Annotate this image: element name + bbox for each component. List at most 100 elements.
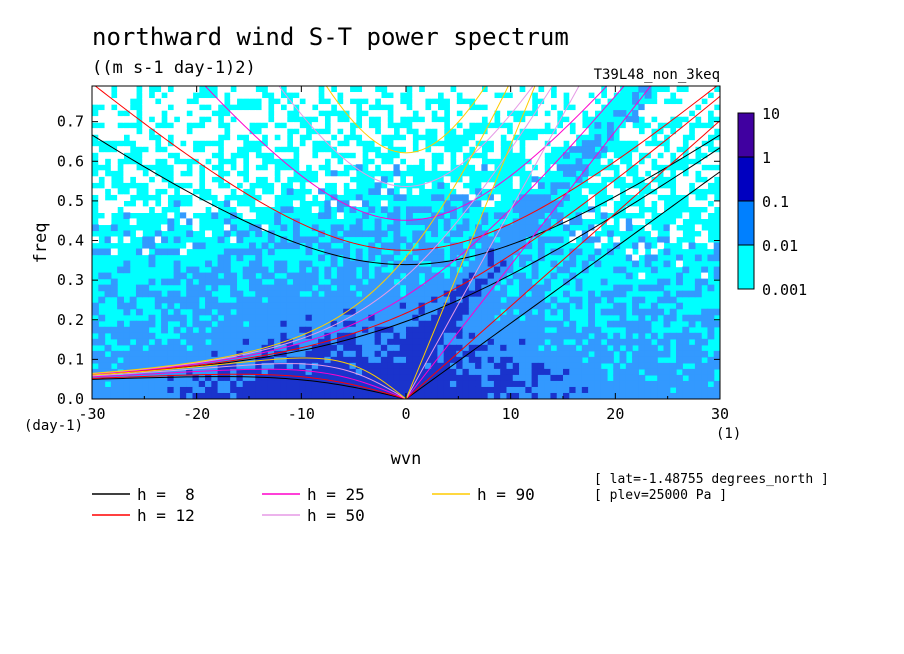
field-cell xyxy=(211,134,219,141)
field-cell xyxy=(173,350,181,358)
field-cell xyxy=(701,278,709,286)
field-cell xyxy=(318,386,325,394)
field-cell xyxy=(550,188,558,195)
field-cell xyxy=(318,284,325,292)
field-cell xyxy=(267,326,275,334)
field-cell xyxy=(563,290,570,298)
field-cell xyxy=(431,260,438,268)
field-cell xyxy=(154,374,162,382)
field-cell xyxy=(142,290,150,298)
field-cell xyxy=(456,302,464,310)
field-cell xyxy=(412,296,420,304)
field-cell xyxy=(343,200,351,207)
field-cell xyxy=(399,302,407,310)
field-cell xyxy=(556,200,564,207)
field-cell xyxy=(406,374,413,382)
field-cell xyxy=(594,236,602,244)
field-cell xyxy=(650,344,658,352)
field-cell xyxy=(468,284,476,292)
field-cell xyxy=(387,272,395,280)
field-cell xyxy=(475,356,482,364)
field-cell xyxy=(399,188,407,195)
field-cell xyxy=(217,380,225,388)
field-cell xyxy=(286,332,294,340)
field-cell xyxy=(537,236,545,244)
field-cell xyxy=(292,296,300,304)
field-cell xyxy=(198,98,206,105)
field-cell xyxy=(694,164,702,171)
field-cell xyxy=(192,272,200,280)
field-cell xyxy=(274,188,281,195)
field-cell xyxy=(550,296,558,304)
field-cell xyxy=(688,368,696,376)
field-cell xyxy=(186,92,194,99)
field-cell xyxy=(223,332,231,340)
field-cell xyxy=(638,314,646,322)
field-cell xyxy=(192,134,200,141)
field-cell xyxy=(305,272,313,280)
field-cell xyxy=(701,374,709,382)
field-cell xyxy=(650,380,658,388)
field-cell xyxy=(399,86,407,93)
field-cell xyxy=(424,116,432,123)
field-cell xyxy=(205,308,212,316)
field-cell xyxy=(368,350,376,358)
field-cell xyxy=(519,218,526,226)
field-cell xyxy=(468,260,476,268)
field-cell xyxy=(493,254,501,262)
field-cell xyxy=(299,158,307,165)
field-cell xyxy=(575,296,583,304)
field-cell xyxy=(625,284,633,292)
field-cell xyxy=(600,386,608,394)
field-cell xyxy=(581,152,589,159)
field-cell xyxy=(167,338,175,346)
field-cell xyxy=(167,380,175,388)
field-cell xyxy=(318,188,325,195)
colorbar-label: 0.01 xyxy=(762,237,798,255)
field-cell xyxy=(418,392,426,399)
field-cell xyxy=(349,272,357,280)
field-cell xyxy=(98,92,106,99)
field-cell xyxy=(437,212,445,220)
field-cell xyxy=(493,128,501,135)
field-cell xyxy=(418,350,426,358)
field-cell xyxy=(135,356,143,364)
field-cell xyxy=(305,368,313,376)
field-cell xyxy=(506,248,514,256)
field-cell xyxy=(619,320,627,328)
field-cell xyxy=(355,326,363,334)
field-cell xyxy=(606,356,614,364)
curve-h90-mrg xyxy=(92,86,509,374)
field-cell xyxy=(299,314,307,322)
field-cell xyxy=(380,230,388,238)
field-cell xyxy=(575,218,583,226)
field-cell xyxy=(412,98,420,105)
field-cell xyxy=(468,158,476,165)
field-cell xyxy=(355,368,363,376)
field-cell xyxy=(406,278,413,286)
field-cell xyxy=(110,284,118,292)
field-cell xyxy=(318,338,325,346)
field-cell xyxy=(280,206,288,213)
field-cell xyxy=(531,338,539,346)
field-cell xyxy=(330,278,338,286)
field-cell xyxy=(449,290,457,298)
field-cell xyxy=(330,320,338,328)
field-cell xyxy=(481,266,489,274)
field-cell xyxy=(117,326,124,334)
field-cell xyxy=(142,362,150,370)
field-cell xyxy=(701,110,709,117)
field-cell xyxy=(657,104,665,111)
field-cell xyxy=(267,284,275,292)
field-cell xyxy=(355,164,363,171)
field-cell xyxy=(393,332,401,340)
field-cell xyxy=(707,308,715,316)
field-cell xyxy=(563,128,570,135)
field-cell xyxy=(581,212,589,220)
field-cell xyxy=(374,320,382,328)
field-cell xyxy=(707,392,715,399)
field-cell xyxy=(449,122,457,129)
field-cell xyxy=(362,230,369,238)
field-cell xyxy=(280,302,288,310)
field-cell xyxy=(362,86,369,93)
